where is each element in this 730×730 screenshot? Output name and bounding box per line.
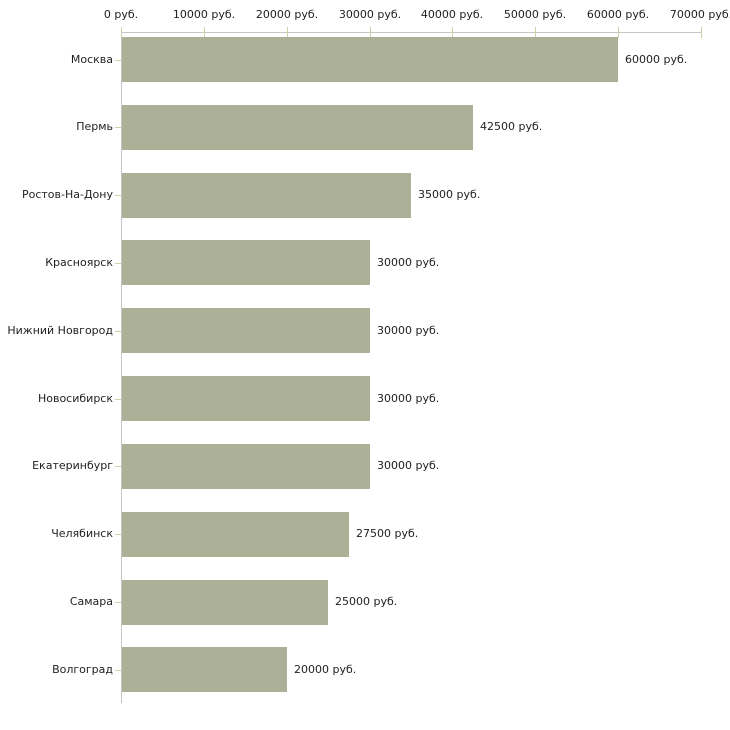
category-label: Нижний Новгород — [7, 324, 113, 337]
x-axis-tick-label: 60000 руб. — [586, 8, 650, 21]
value-label: 30000 руб. — [377, 256, 440, 269]
x-axis-tick — [121, 27, 122, 38]
category-label: Пермь — [76, 120, 113, 133]
value-label: 42500 руб. — [480, 120, 543, 133]
category-tick — [115, 534, 121, 535]
x-axis-tick — [535, 27, 536, 38]
x-axis-line — [121, 32, 702, 33]
category-label: Ростов-На-Дону — [21, 188, 113, 201]
x-axis-tick-label: 20000 руб. — [255, 8, 319, 21]
value-label: 20000 руб. — [294, 663, 357, 676]
category-label: Челябинск — [51, 527, 113, 540]
x-axis-tick-label: 50000 руб. — [503, 8, 567, 21]
bar — [122, 173, 411, 218]
x-axis-tick — [370, 27, 371, 38]
category-label: Волгоград — [52, 663, 113, 676]
category-label: Москва — [70, 53, 113, 66]
bar — [122, 580, 328, 625]
category-tick — [115, 127, 121, 128]
category-label: Красноярск — [45, 256, 113, 269]
x-axis-tick — [204, 27, 205, 38]
bar — [122, 444, 370, 489]
category-tick — [115, 263, 121, 264]
category-label: Новосибирск — [37, 392, 113, 405]
x-axis-tick-label: 70000 руб. — [669, 8, 730, 21]
bar — [122, 647, 287, 692]
x-axis-tick-label: 0 руб. — [103, 8, 139, 21]
y-axis-line — [121, 32, 122, 703]
bar — [122, 376, 370, 421]
category-label: Самара — [69, 595, 113, 608]
category-tick — [115, 195, 121, 196]
value-label: 25000 руб. — [335, 595, 398, 608]
value-label: 30000 руб. — [377, 392, 440, 405]
bar — [122, 37, 618, 82]
x-axis-tick — [287, 27, 288, 38]
x-axis-tick-label: 10000 руб. — [172, 8, 236, 21]
bar — [122, 512, 349, 557]
bar — [122, 105, 473, 150]
bar — [122, 308, 370, 353]
bar — [122, 240, 370, 285]
category-tick — [115, 331, 121, 332]
value-label: 30000 руб. — [377, 459, 440, 472]
x-axis-tick — [701, 27, 702, 38]
x-axis-tick-label: 40000 руб. — [420, 8, 484, 21]
x-axis-tick — [618, 27, 619, 38]
category-label: Екатеринбург — [32, 459, 113, 472]
value-label: 27500 руб. — [356, 527, 419, 540]
category-tick — [115, 602, 121, 603]
value-label: 60000 руб. — [625, 53, 688, 66]
category-tick — [115, 670, 121, 671]
category-tick — [115, 60, 121, 61]
category-tick — [115, 399, 121, 400]
category-tick — [115, 466, 121, 467]
value-label: 35000 руб. — [418, 188, 481, 201]
value-label: 30000 руб. — [377, 324, 440, 337]
x-axis-tick — [452, 27, 453, 38]
x-axis-tick-label: 30000 руб. — [338, 8, 402, 21]
